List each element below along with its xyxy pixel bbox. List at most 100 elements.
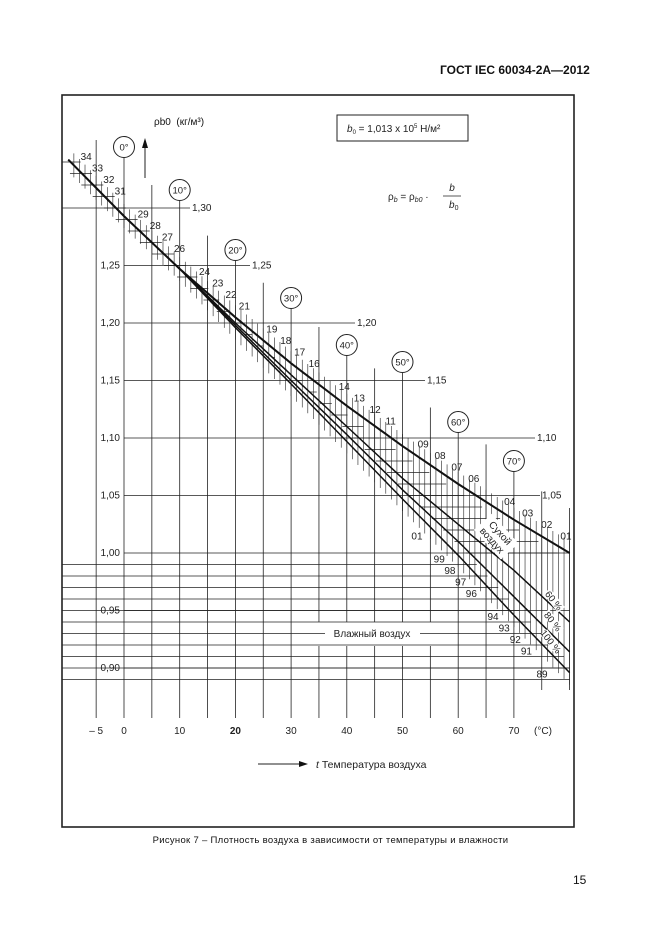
formula-denominator: b0 (449, 200, 459, 212)
temperature-marker-label: 70° (507, 457, 522, 468)
document-code: ГОСТ IEC 60034-2A—2012 (440, 63, 590, 77)
dry-scale-label: 28 (150, 221, 162, 232)
temperature-marker-label: 0° (119, 143, 128, 154)
y-tick-label-left: 1,10 (101, 433, 121, 444)
dry-scale-label: 34 (81, 152, 93, 163)
dry-scale-label: 08 (434, 451, 446, 462)
figure-caption-text: Рисунок 7 – Плотность воздуха в зависимо… (152, 835, 509, 846)
y-tick-label-right: 1,15 (427, 376, 447, 387)
humid-scale-label: 94 (487, 612, 499, 623)
dry-scale-label: 04 (504, 497, 516, 508)
temperature-marker-label: 20° (228, 246, 243, 257)
dry-scale-label: 17 (294, 348, 306, 359)
dry-scale-label: 27 (162, 233, 174, 244)
x-tick-label: 70 (508, 726, 520, 737)
y-tick-label-right: 1,10 (537, 433, 557, 444)
temperature-marker-label: 60° (451, 418, 466, 429)
y-axis-label: ρb0 (кг/м³) (154, 117, 205, 128)
dry-scale-label: 29 (138, 210, 150, 221)
humid-scale-label: 93 (499, 624, 511, 635)
temperature-marker-label: 40° (340, 341, 355, 352)
dry-scale-label: 14 (339, 382, 351, 393)
x-tick-label: 10 (174, 726, 186, 737)
temperature-marker-label: 30° (284, 294, 299, 305)
figure-caption: Рисунок 7 – Плотность воздуха в зависимо… (0, 835, 661, 846)
humidity-label-background (542, 609, 564, 634)
humid-air-label: Влажный воздух (334, 629, 411, 640)
dry-scale-label: 11 (385, 417, 396, 428)
x-unit-label: (°C) (534, 726, 552, 737)
humidity-label-background (543, 588, 565, 613)
y-tick-label-left: 1,20 (101, 318, 121, 329)
dry-scale-label: 16 (309, 359, 321, 370)
temperature-marker-circle (280, 287, 303, 309)
reference-pressure-box (336, 114, 469, 142)
x-tick-label: 20 (230, 726, 242, 737)
temperature-marker-label: 50° (395, 358, 410, 369)
dry-scale-label: 07 (451, 463, 463, 474)
y-tick-label-right: 1,20 (357, 318, 377, 329)
dry-scale-label: 26 (174, 244, 186, 255)
y-tick-label-left: 0,90 (101, 663, 121, 674)
temperature-marker-label: 10° (173, 186, 188, 197)
dry-scale-label: 06 (468, 474, 480, 485)
humid-scale-label: 91 (521, 647, 533, 658)
dry-scale-label: 13 (354, 394, 366, 405)
temperature-marker-circle (391, 351, 414, 373)
dry-scale-label: 32 (103, 175, 115, 186)
x-tick-label: – 5 (89, 726, 103, 737)
x-tick-label: 40 (341, 726, 353, 737)
dry-scale-label: 03 (522, 509, 534, 520)
region-label-background (325, 624, 420, 642)
density-formula: ρb = ρb0 · (388, 192, 429, 204)
y-tick-label-right: 1,05 (542, 491, 562, 502)
y-tick-label-right: 1,25 (252, 261, 272, 272)
formula-numerator: b (449, 183, 455, 194)
humid-scale-label: 97 (455, 578, 467, 589)
x-axis-arrow-icon (299, 761, 308, 767)
chart-frame (61, 94, 575, 828)
humid-scale-label: 92 (510, 635, 522, 646)
dry-scale-label: 12 (370, 405, 382, 416)
dry-scale-label: 33 (92, 164, 104, 175)
temperature-marker-circle (113, 136, 135, 158)
x-axis-label: t Температура воздуха (316, 759, 427, 771)
y-tick-label-right: 1,30 (192, 203, 212, 214)
y-tick-label-left: 0,95 (101, 606, 121, 617)
x-tick-label: 30 (286, 726, 298, 737)
dry-scale-label: 24 (199, 267, 211, 278)
y-tick-label-left: 1,00 (101, 548, 121, 559)
humid-scale-label: 01 (411, 532, 423, 543)
dry-scale-label: 19 (266, 325, 278, 336)
x-tick-label: 60 (453, 726, 465, 737)
y-tick-label-left: 1,05 (101, 491, 121, 502)
temperature-marker-circle (502, 450, 525, 472)
curve-100-percent (67, 159, 571, 674)
temperature-marker-circle (168, 179, 191, 201)
humid-scale-label: 98 (444, 566, 456, 577)
temperature-marker-circle (335, 334, 358, 356)
dry-scale-label: 22 (226, 290, 238, 301)
dry-scale-label: 01 (560, 532, 572, 543)
dry-scale-label: 23 (212, 279, 224, 290)
dry-scale-label: 09 (418, 440, 430, 451)
dry-scale-label: 31 (115, 187, 127, 198)
reference-pressure-text: b0 = 1,013 x 105 Н/м² (347, 124, 441, 136)
dry-scale-label: 02 (541, 520, 553, 531)
humidity-label-background (540, 629, 562, 654)
temperature-marker-circle (224, 239, 247, 261)
humid-scale-label: 99 (434, 555, 446, 566)
x-tick-label: 0 (121, 726, 127, 737)
humid-scale-label: 89 (536, 670, 548, 681)
y-tick-label-left: 1,15 (101, 376, 121, 387)
dry-air-label-background (473, 513, 519, 560)
x-tick-label: 50 (397, 726, 409, 737)
dry-scale-label: 18 (280, 336, 292, 347)
page-number: 15 (573, 873, 587, 887)
dry-scale-label: 21 (239, 302, 251, 313)
humid-scale-label: 96 (466, 589, 478, 600)
temperature-marker-circle (447, 411, 470, 433)
y-axis-arrow-icon (142, 138, 148, 148)
y-tick-label-left: 1,25 (101, 261, 121, 272)
